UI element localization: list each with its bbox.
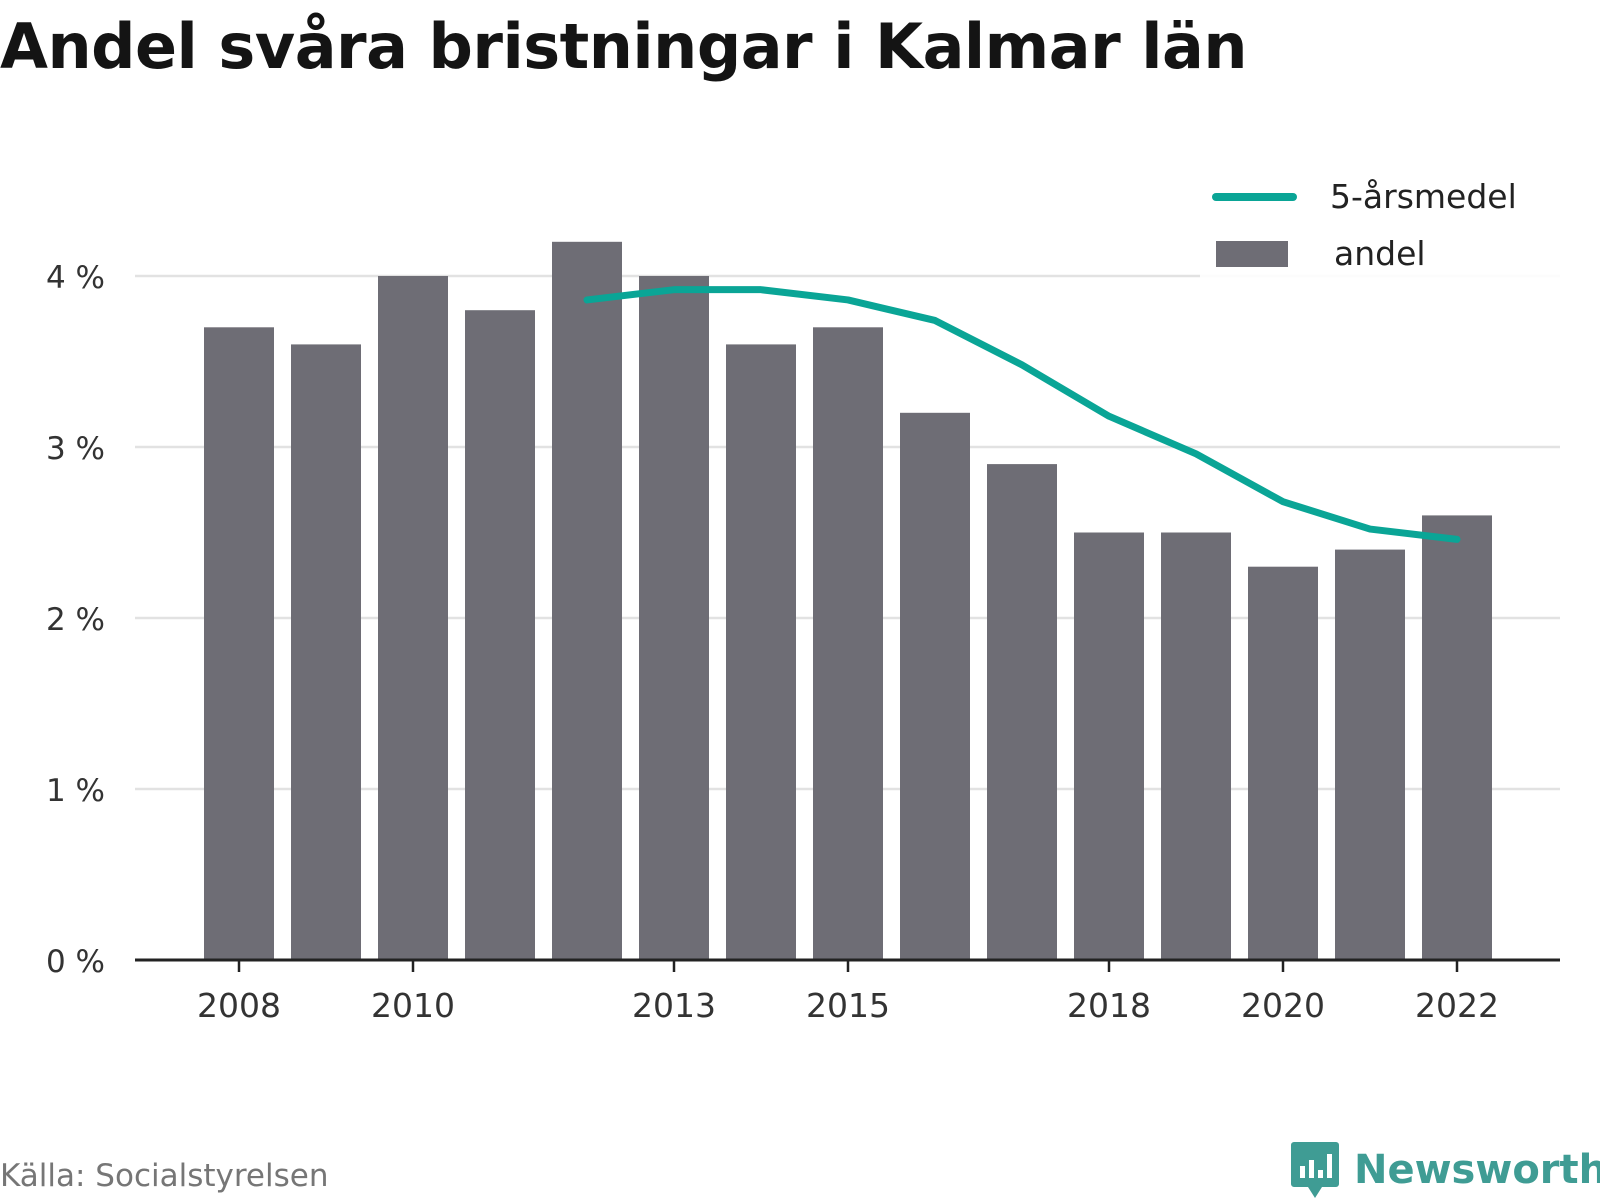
bar xyxy=(1248,566,1318,960)
line-series-5arsmedel xyxy=(583,286,1461,543)
bar xyxy=(987,464,1057,960)
x-tick-label: 2015 xyxy=(806,986,890,1025)
bar xyxy=(552,241,622,961)
legend-item-bar: andel xyxy=(1200,225,1560,282)
bars xyxy=(204,241,1492,961)
bar xyxy=(204,327,274,960)
y-tick-label: 3 % xyxy=(46,431,105,467)
y-tick-label: 2 % xyxy=(46,602,105,638)
moving-average-line xyxy=(583,286,1461,543)
bar xyxy=(1422,515,1492,960)
bar xyxy=(1335,549,1405,960)
bar xyxy=(726,344,796,960)
legend-line-swatch xyxy=(1212,192,1297,201)
y-tick-label: 1 % xyxy=(46,773,105,809)
x-tick-label: 2022 xyxy=(1415,986,1499,1025)
bar xyxy=(639,276,709,960)
x-tick-label: 2020 xyxy=(1241,986,1325,1025)
y-tick-label: 4 % xyxy=(46,260,105,296)
legend-label: 5-årsmedel xyxy=(1330,177,1517,216)
x-tick-label: 2010 xyxy=(371,986,455,1025)
bar xyxy=(378,276,448,960)
bar xyxy=(465,310,535,960)
brand-name: Newsworthy xyxy=(1354,1147,1600,1193)
x-tick-label: 2018 xyxy=(1067,986,1151,1025)
legend-item-line: 5-årsmedel xyxy=(1200,168,1560,225)
chart-title: Andel svåra bristningar i Kalmar län xyxy=(0,10,1248,83)
y-axis-labels: 0 % 1 % 2 % 3 % 4 % xyxy=(46,260,105,980)
y-tick-label: 0 % xyxy=(46,944,105,980)
x-tick-label: 2013 xyxy=(632,986,716,1025)
bar xyxy=(1161,532,1231,960)
bar xyxy=(900,412,970,960)
legend: 5-årsmedel andel xyxy=(1200,168,1560,282)
x-axis: 2008 2010 2013 2015 2018 2020 2022 xyxy=(135,958,1560,1025)
newsworthy-logo-icon xyxy=(1291,1142,1339,1198)
source-note: Källa: Socialstyrelsen xyxy=(0,1158,329,1194)
legend-bar-swatch xyxy=(1216,240,1288,267)
bar xyxy=(813,327,883,960)
legend-label: andel xyxy=(1334,234,1426,273)
bar xyxy=(1074,532,1144,960)
brand-logo: Newsworthy xyxy=(1290,1140,1600,1200)
x-tick-label: 2008 xyxy=(197,986,281,1025)
bar xyxy=(291,344,361,960)
